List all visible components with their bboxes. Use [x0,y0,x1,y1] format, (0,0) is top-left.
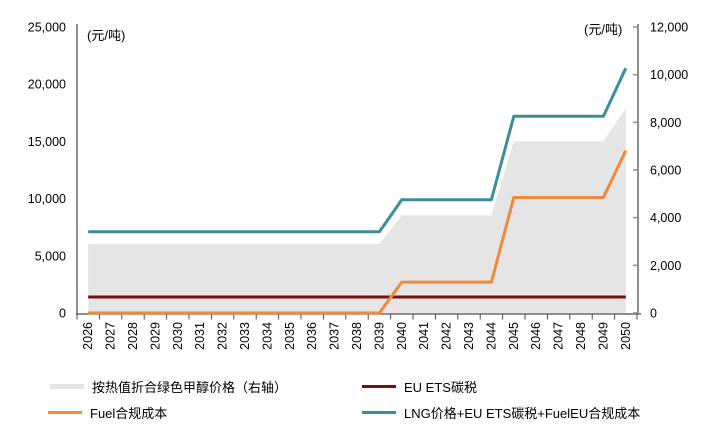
methanol-price-area-series [88,108,626,314]
x-axis-year-label: 2050 [619,322,633,350]
fuel-compliance-line-swatch [48,411,82,414]
legend-label-eu-ets-tax: EU ETS碳税 [404,380,477,395]
x-axis-year-label: 2036 [305,322,319,350]
right-axis-tick-label: 8,000 [650,116,681,130]
x-axis-year-label: 2028 [126,322,140,350]
right-axis-tick-label: 4,000 [650,211,681,225]
lng-total-cost-line-series [88,67,628,234]
x-axis-year-label: 2033 [238,322,252,350]
x-axis-year-label: 2044 [484,322,498,350]
eu-ets-tax-line-swatch [362,385,396,388]
legend-item-lng-total-cost: LNG价格+EU ETS碳税+FuelEU合规成本 [362,403,640,422]
fuel-compliance-line-series [88,149,628,315]
x-axis-year-label: 2041 [417,322,431,350]
x-axis-year-label: 2030 [171,322,185,350]
left-axis-unit-label: (元/吨) [87,28,126,43]
left-axis-tick-label: 5,000 [35,249,66,263]
x-axis-year-label: 2043 [462,322,476,350]
legend-label-fuel-compliance: Fuel合规成本 [90,406,168,421]
x-axis-year-label: 2040 [395,322,409,350]
x-axis-year-label: 2032 [216,322,230,350]
right-axis-tick-label: 0 [650,307,657,321]
legend-label-methanol-price: 按热值折合绿色甲醇价格（右轴） [92,380,288,395]
right-axis-tick-label: 6,000 [650,164,681,178]
left-axis-tick-label: 25,000 [28,21,66,35]
right-axis-tick-label: 2,000 [650,259,681,273]
x-axis-year-label: 2029 [148,322,162,350]
x-axis-year-label: 2026 [81,322,95,350]
legend-item-fuel-compliance: Fuel合规成本 [48,403,167,422]
x-axis-year-label: 2048 [574,322,588,350]
left-axis-tick-label: 0 [59,307,66,321]
left-axis-tick-label: 10,000 [28,192,66,206]
lng-total-cost-line-swatch [362,411,396,414]
x-axis-year-label: 2027 [104,322,118,350]
x-axis-year-label: 2047 [552,322,566,350]
price-chart: 0 5,000 10,000 15,000 20,000 25,000 0 2,000 4,00… [28,21,689,350]
left-axis-tick-label: 15,000 [28,135,66,149]
x-axis-year-label: 2049 [596,322,610,350]
right-axis-tick-label: 10,000 [650,68,688,82]
x-axis-year-label: 2042 [440,322,454,350]
x-axis-year-label: 2035 [283,322,297,350]
x-axis-year-label: 2046 [529,322,543,350]
x-axis-year-label: 2039 [372,322,386,350]
x-axis-year-label: 2034 [260,322,274,350]
x-axis-year-label: 2038 [350,322,364,350]
legend-item-eu-ets-tax: EU ETS碳税 [362,377,477,396]
legend-label-lng-total-cost: LNG价格+EU ETS碳税+FuelEU合规成本 [404,406,641,421]
left-axis-tick-label: 20,000 [28,78,66,92]
methanol-price-area-swatch [50,384,84,389]
x-axis-year-label: 2045 [507,322,521,350]
legend-item-methanol-price: 按热值折合绿色甲醇价格（右轴） [50,377,287,396]
right-axis-tick-label: 12,000 [650,21,688,35]
x-axis-year-label: 2037 [328,322,342,350]
right-axis-unit-label: (元/吨) [584,22,623,37]
x-axis-year-label: 2031 [193,322,207,350]
